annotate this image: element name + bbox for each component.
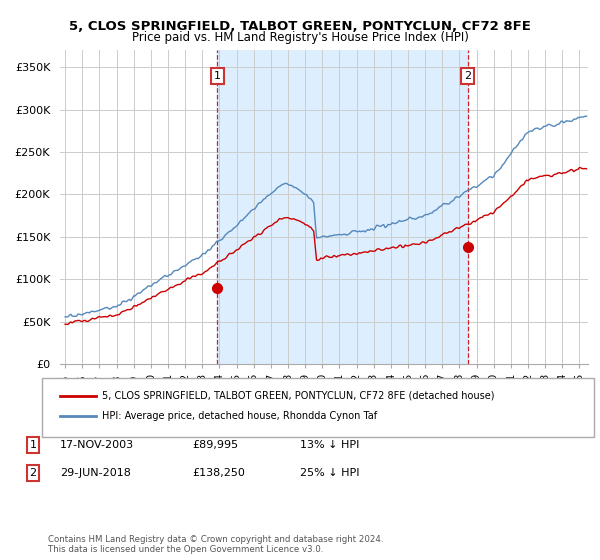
Text: £138,250: £138,250 <box>192 468 245 478</box>
Text: 2: 2 <box>464 71 472 81</box>
Text: £89,995: £89,995 <box>192 440 238 450</box>
Text: Contains HM Land Registry data © Crown copyright and database right 2024.
This d: Contains HM Land Registry data © Crown c… <box>48 535 383 554</box>
Text: 17-NOV-2003: 17-NOV-2003 <box>60 440 134 450</box>
Text: 5, CLOS SPRINGFIELD, TALBOT GREEN, PONTYCLUN, CF72 8FE: 5, CLOS SPRINGFIELD, TALBOT GREEN, PONTY… <box>69 20 531 32</box>
Text: 25% ↓ HPI: 25% ↓ HPI <box>300 468 359 478</box>
Text: 1: 1 <box>29 440 37 450</box>
Bar <box>217 50 468 364</box>
Text: 2: 2 <box>29 468 37 478</box>
Text: 13% ↓ HPI: 13% ↓ HPI <box>300 440 359 450</box>
Text: Price paid vs. HM Land Registry's House Price Index (HPI): Price paid vs. HM Land Registry's House … <box>131 31 469 44</box>
Text: 1: 1 <box>214 71 221 81</box>
Text: 29-JUN-2018: 29-JUN-2018 <box>60 468 131 478</box>
Text: 5, CLOS SPRINGFIELD, TALBOT GREEN, PONTYCLUN, CF72 8FE (detached house): 5, CLOS SPRINGFIELD, TALBOT GREEN, PONTY… <box>102 391 494 401</box>
Text: HPI: Average price, detached house, Rhondda Cynon Taf: HPI: Average price, detached house, Rhon… <box>102 411 377 421</box>
